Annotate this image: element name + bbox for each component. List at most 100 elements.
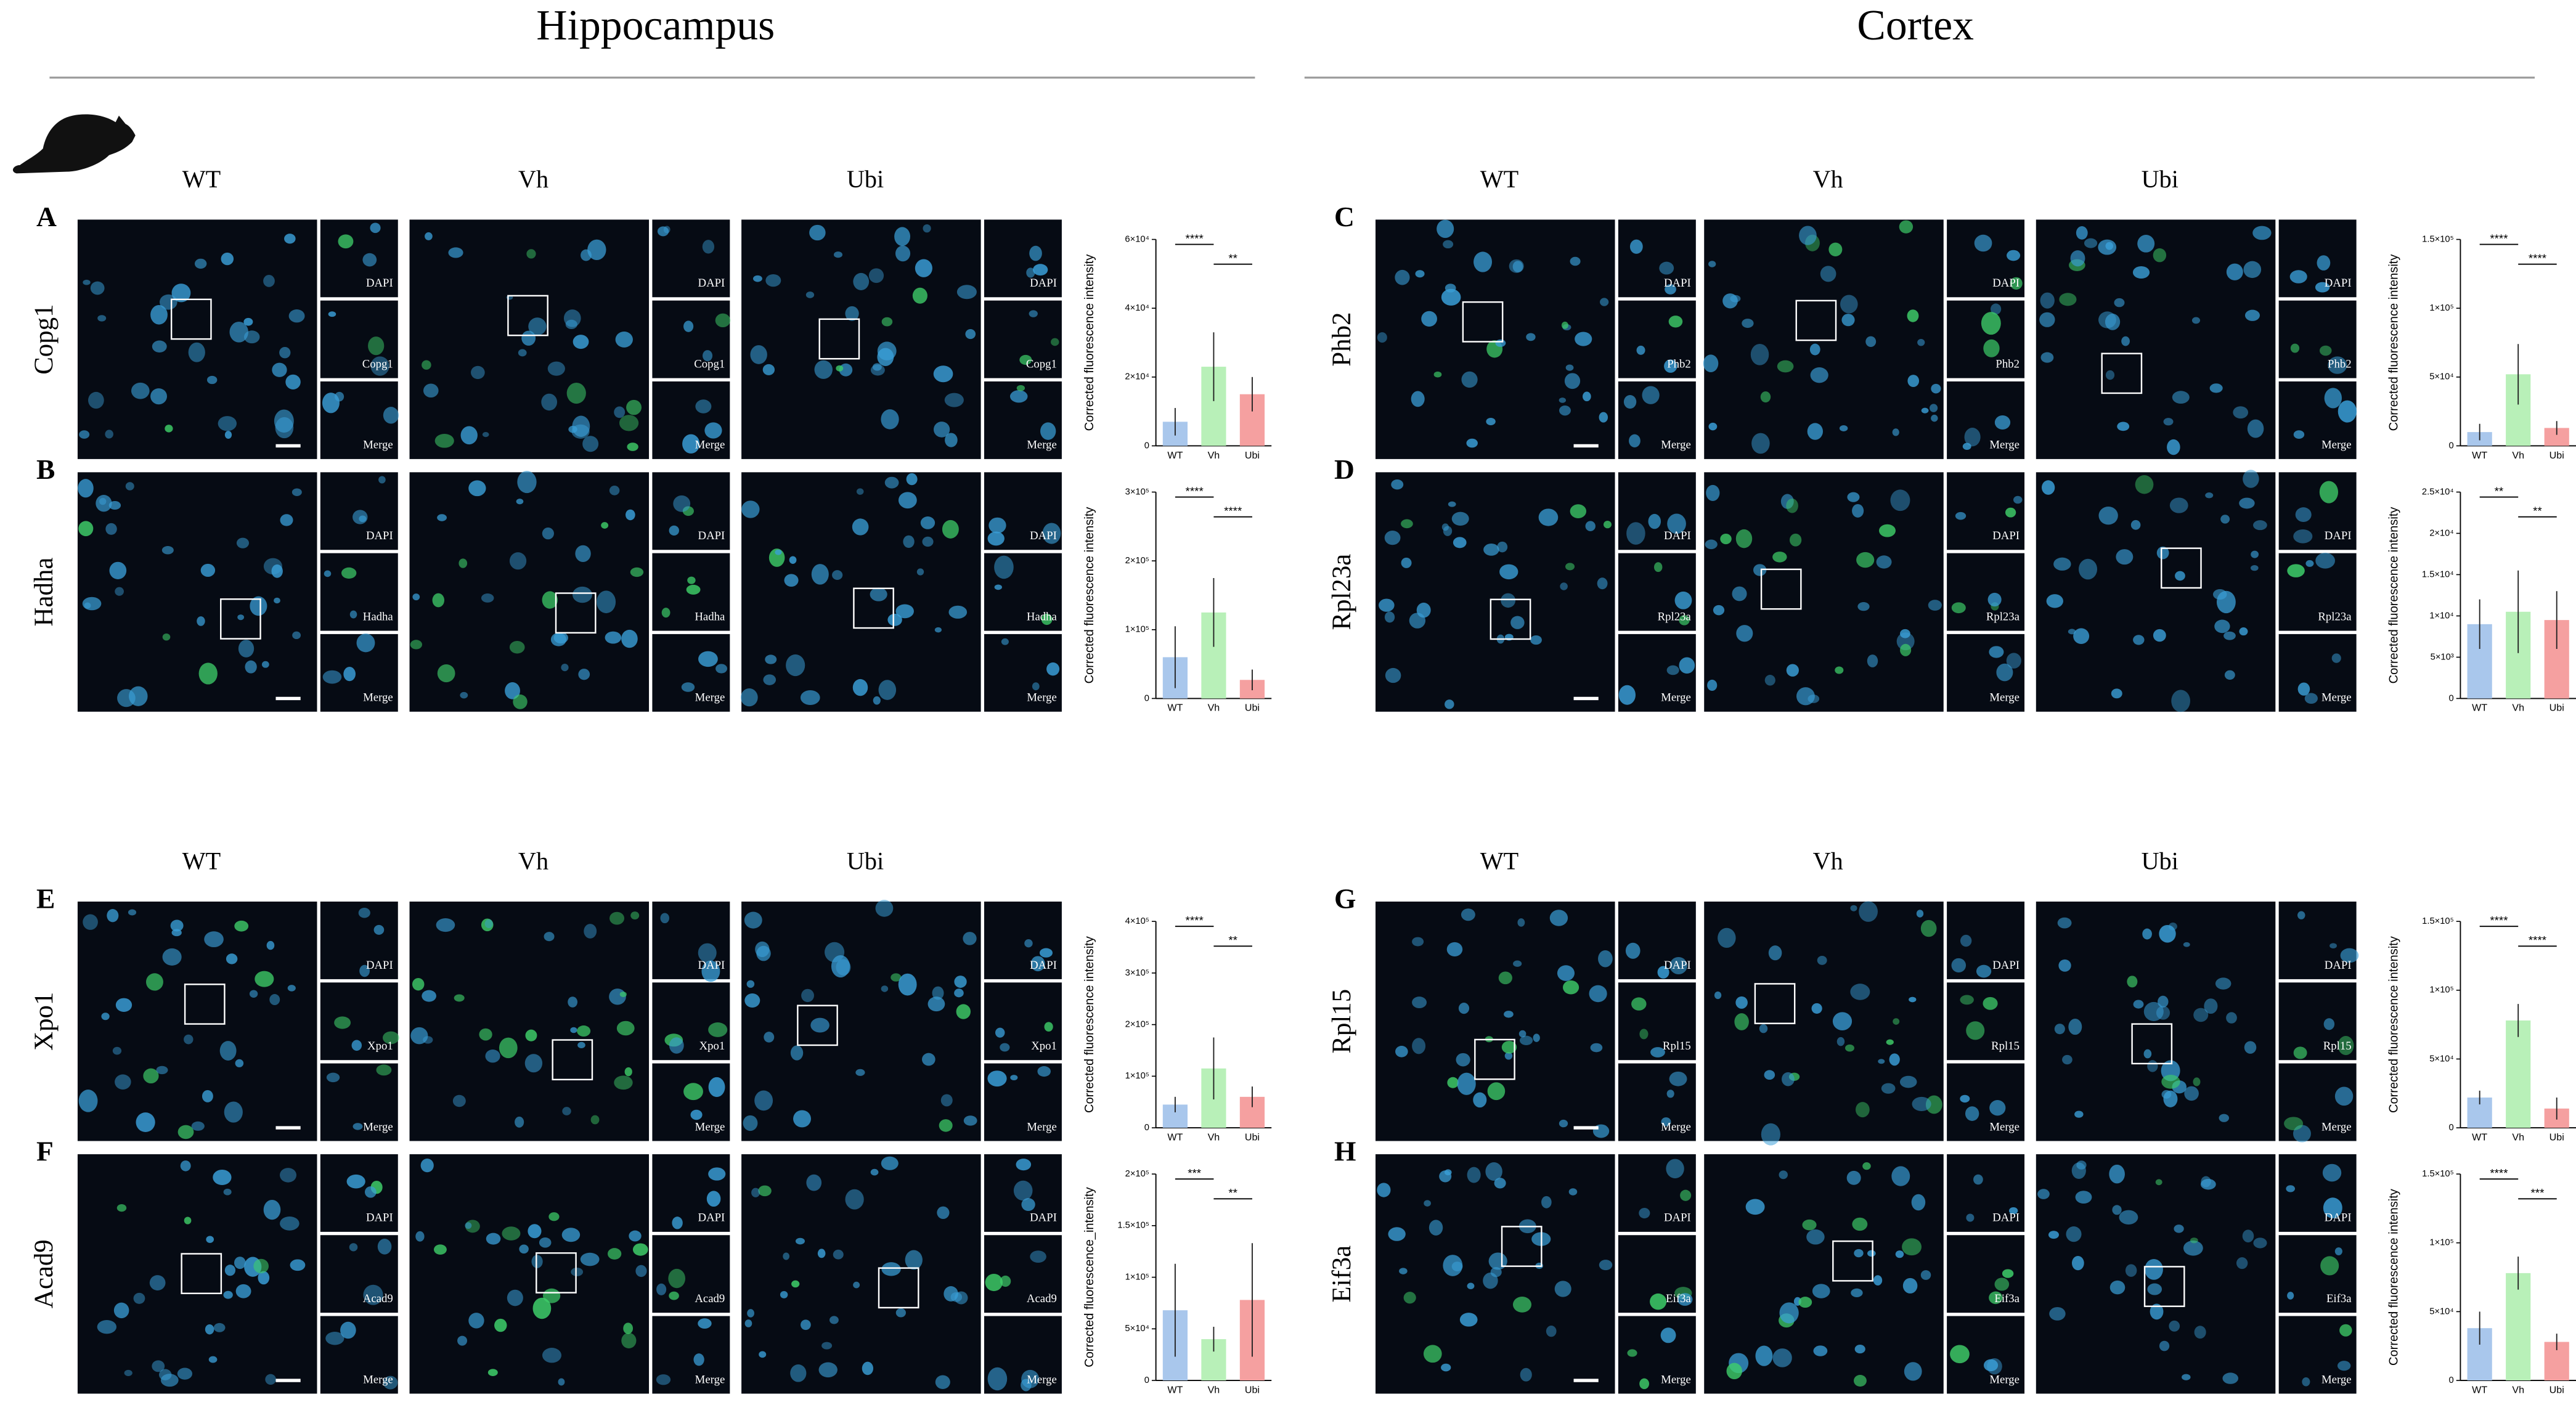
nucleus — [2002, 1269, 2014, 1278]
nucleus — [1589, 985, 1607, 1003]
nucleus — [1549, 910, 1568, 926]
inset-label: DAPI — [1664, 277, 1691, 290]
nucleus — [532, 1297, 552, 1319]
nucleus — [2315, 552, 2335, 569]
significance-label: **** — [2490, 232, 2508, 245]
nucleus — [486, 1233, 501, 1245]
nucleus — [1909, 996, 1917, 1003]
nucleus — [2054, 1024, 2065, 1035]
nucleus — [1590, 1043, 1603, 1053]
nucleus — [184, 1034, 194, 1045]
micrograph — [984, 982, 1062, 1061]
nucleus — [2236, 1257, 2248, 1269]
gene-label: Copg1 — [30, 304, 59, 374]
nucleus — [2323, 1018, 2335, 1030]
nucleus — [1042, 523, 1061, 544]
nucleus — [845, 306, 859, 321]
nucleus — [1902, 1238, 1922, 1256]
nucleus — [987, 1367, 1008, 1391]
nucleus — [1855, 1102, 1870, 1118]
nucleus — [2297, 911, 2305, 919]
nucleus — [1497, 541, 1508, 553]
nucleus — [1033, 264, 1048, 276]
inset-label: Copg1 — [694, 357, 725, 370]
nucleus — [1518, 1030, 1526, 1038]
nucleus — [1541, 1196, 1552, 1208]
nucleus — [346, 1174, 365, 1189]
nucleus — [115, 998, 132, 1013]
nucleus — [285, 374, 301, 389]
nucleus — [1495, 339, 1506, 347]
nucleus — [1813, 1345, 1828, 1356]
nucleus — [2297, 682, 2310, 696]
nucleus — [1626, 522, 1645, 545]
nucleus — [2171, 690, 2190, 712]
y-tick-label: 1.5×10⁵ — [2422, 1169, 2454, 1179]
nucleus — [630, 567, 644, 577]
nucleus — [1441, 288, 1461, 306]
nucleus — [542, 528, 554, 540]
y-tick-label: 2×10⁴ — [2429, 528, 2453, 538]
nucleus — [954, 988, 964, 998]
nucleus — [1779, 1302, 1799, 1324]
nucleus — [1854, 1375, 1867, 1387]
nucleus — [334, 1016, 351, 1029]
nucleus — [412, 977, 425, 991]
nucleus — [609, 911, 625, 925]
nucleus — [2233, 406, 2249, 419]
nucleus — [1538, 508, 1559, 526]
micrograph — [77, 901, 317, 1141]
y-axis-label: Corrected fluorescence intensity — [1083, 936, 1096, 1113]
nucleus — [2059, 293, 2077, 306]
roi-box — [184, 984, 226, 1025]
nucleus — [2205, 492, 2214, 499]
nucleus — [571, 424, 590, 439]
condition-label: Ubi — [2142, 847, 2179, 875]
gene-label: Eif3a — [1327, 1245, 1356, 1303]
nucleus — [987, 531, 1005, 546]
nucleus — [481, 593, 494, 603]
nucleus — [1708, 422, 1718, 431]
nucleus — [263, 275, 275, 287]
roi-box — [220, 598, 261, 640]
nucleus — [2328, 356, 2347, 374]
nucleus — [1867, 654, 1878, 667]
nucleus — [1665, 284, 1676, 295]
nucleus — [165, 425, 173, 433]
nucleus — [2239, 497, 2255, 509]
nucleus — [249, 990, 258, 998]
nucleus — [460, 691, 468, 699]
nucleus — [459, 558, 468, 568]
nucleus — [877, 348, 894, 366]
nucleus — [1377, 332, 1387, 343]
nucleus — [1966, 1021, 1985, 1040]
nucleus — [1618, 685, 1636, 705]
y-tick-label: 5×10³ — [2431, 652, 2454, 662]
nucleus — [2174, 1225, 2184, 1233]
nucleus — [526, 249, 536, 259]
y-tick-label: 2×10⁴ — [1125, 372, 1149, 382]
nucleus — [2324, 388, 2342, 409]
nucleus — [544, 932, 555, 942]
nucleus — [162, 633, 171, 641]
nucleus — [1603, 520, 1612, 529]
nucleus — [1519, 1035, 1533, 1045]
inset-label: Rpl15 — [1991, 1040, 2020, 1053]
roi-box — [2143, 1266, 2185, 1307]
nucleus — [2219, 1114, 2230, 1122]
nucleus — [1907, 375, 1920, 388]
micrograph — [2278, 901, 2357, 979]
roi-box — [2101, 352, 2143, 394]
nucleus — [1994, 415, 2011, 430]
nucleus — [115, 587, 124, 596]
nucleus — [2295, 507, 2312, 523]
nucleus — [1415, 270, 1425, 278]
nucleus — [376, 1064, 392, 1076]
inset-label: Merge — [1661, 439, 1691, 452]
nucleus — [1965, 1106, 1979, 1121]
nucleus — [2286, 1185, 2296, 1192]
nucleus — [1960, 1094, 1970, 1103]
nucleus — [1928, 600, 1942, 611]
nucleus — [1016, 385, 1025, 391]
